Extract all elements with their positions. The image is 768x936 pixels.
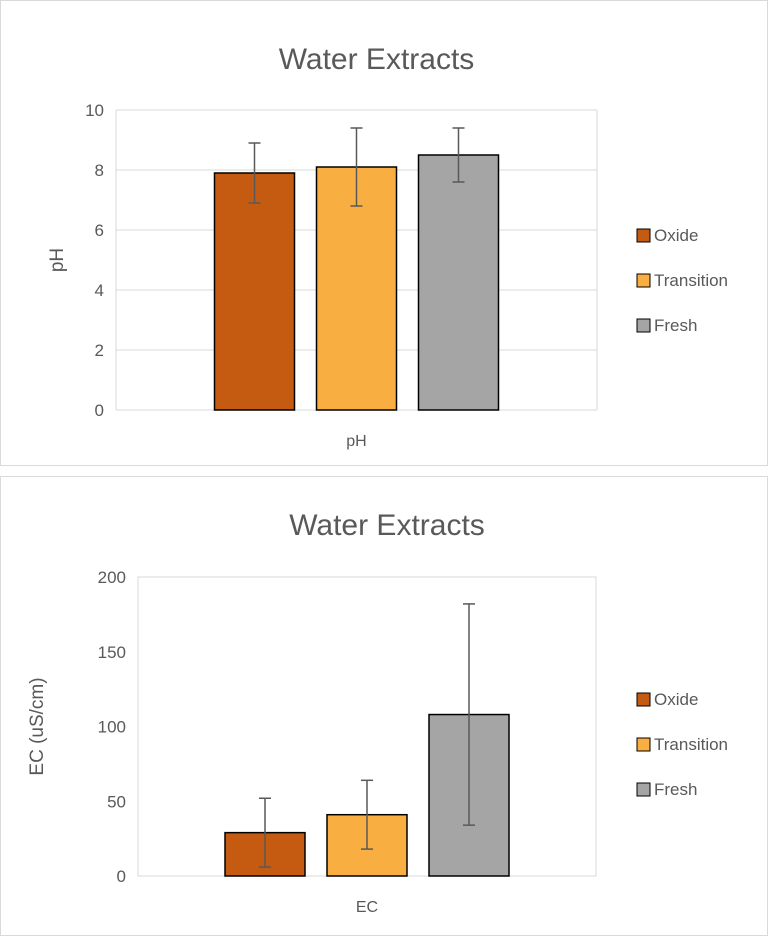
y-tick-label: 0 (117, 867, 126, 886)
bar-transition (315, 166, 398, 411)
legend-label-oxide: Oxide (654, 690, 698, 709)
legend-swatch-transition (636, 273, 651, 288)
y-axis-title: pH (47, 248, 68, 272)
y-tick-label: 10 (85, 101, 104, 120)
legend-label-transition: Transition (654, 271, 728, 290)
y-tick-label: 50 (107, 792, 126, 811)
ec-bar-chart: Water Extracts 0 50 100 150 200 EC (uS/cm) EC Ox… (27, 509, 728, 916)
legend-swatch-oxide (636, 692, 651, 707)
legend-swatch-fresh (636, 318, 651, 333)
bar-oxide (213, 172, 296, 411)
ec-chart-panel: Water Extracts 0 50 100 150 200 EC (uS/cm) EC Ox… (0, 476, 768, 936)
ph-bar-chart: Water Extracts 0 2 4 6 8 10 pH pH Oxide Transition… (47, 43, 728, 450)
y-tick-label: 4 (95, 281, 104, 300)
y-axis-title: EC (uS/cm) (27, 677, 48, 775)
chart-title: Water Extracts (279, 43, 475, 76)
legend-label-oxide: Oxide (654, 226, 698, 245)
legend-label-fresh: Fresh (654, 780, 697, 799)
y-tick-label: 150 (98, 643, 126, 662)
legend-swatch-oxide (636, 228, 651, 243)
legend-swatch-fresh (636, 782, 651, 797)
y-tick-label: 100 (98, 718, 126, 737)
y-tick-label: 2 (95, 341, 104, 360)
y-tick-label: 8 (95, 161, 104, 180)
bar-fresh (417, 154, 500, 411)
legend-label-fresh: Fresh (654, 316, 697, 335)
x-category-label: pH (346, 433, 366, 450)
y-tick-label: 0 (95, 401, 104, 420)
ph-chart-panel: Water Extracts 0 2 4 6 8 10 pH pH Oxide Transition… (0, 0, 768, 466)
legend-label-transition: Transition (654, 735, 728, 754)
y-tick-label: 6 (95, 221, 104, 240)
legend-swatch-transition (636, 737, 651, 752)
chart-title: Water Extracts (289, 509, 485, 542)
x-category-label: EC (356, 899, 378, 916)
y-tick-label: 200 (98, 568, 126, 587)
